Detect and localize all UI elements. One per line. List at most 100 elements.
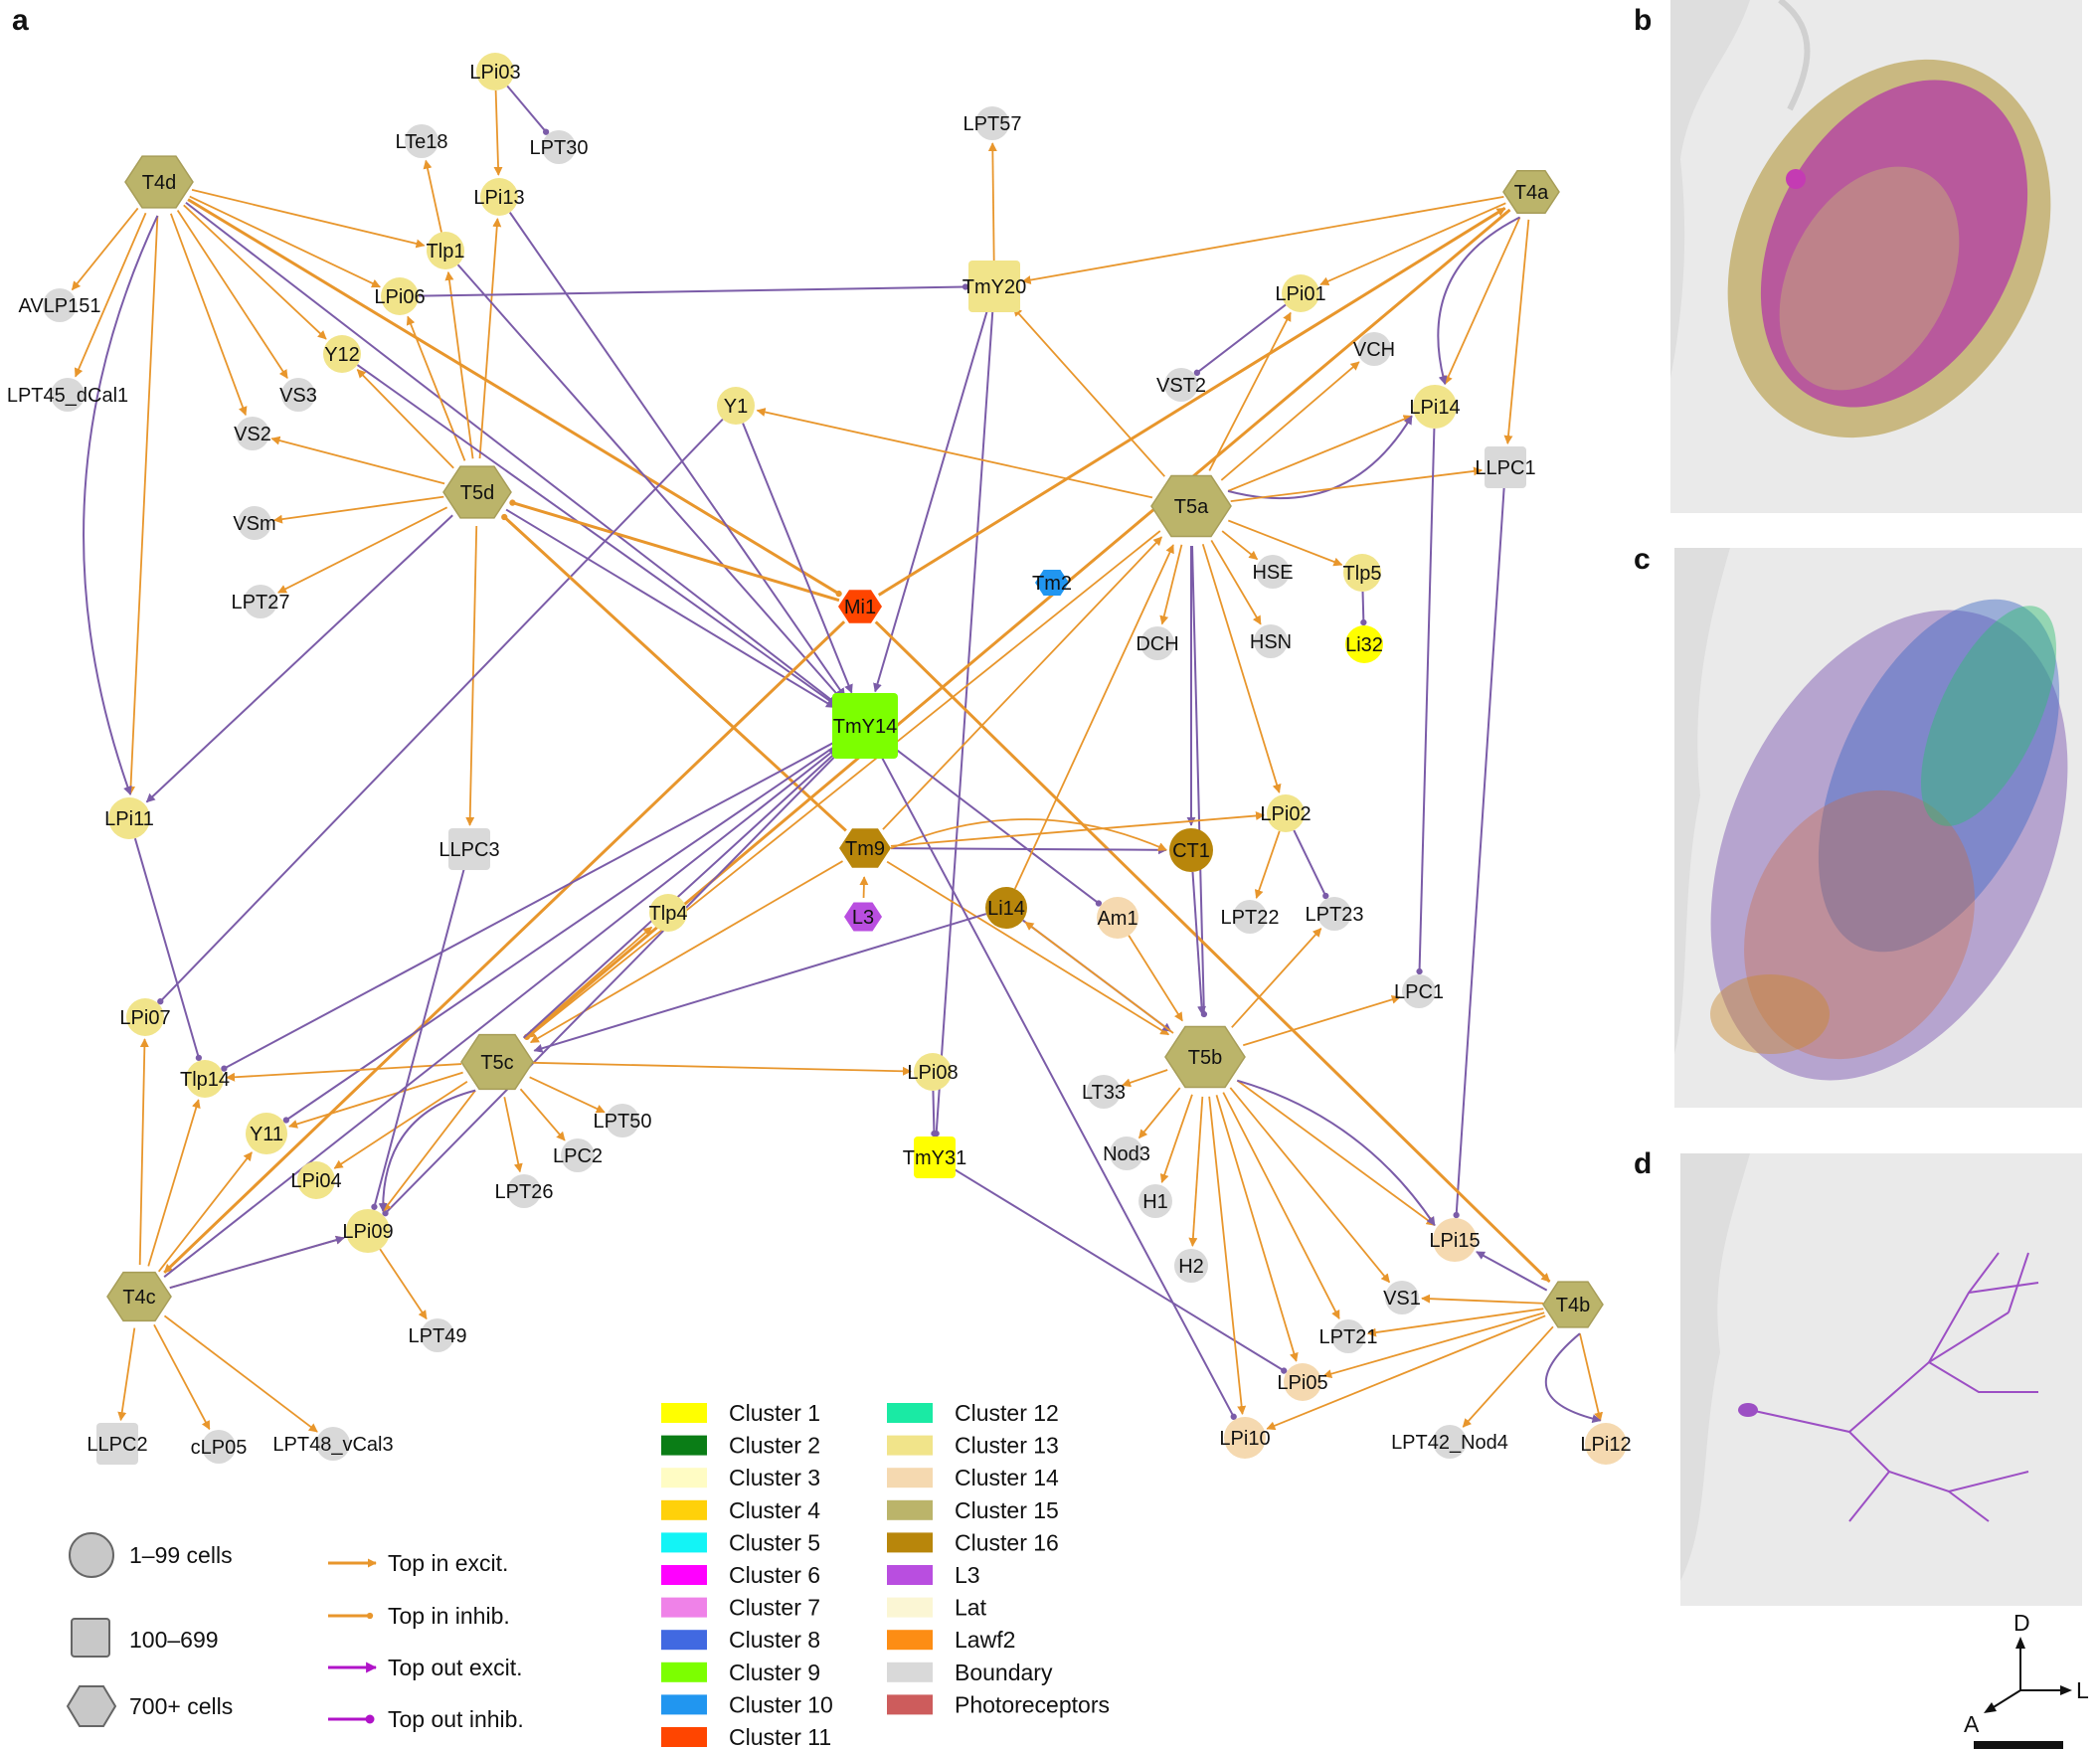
- node-LPi12[interactable]: LPi12: [1580, 1423, 1632, 1465]
- node-TmY31[interactable]: TmY31: [903, 1137, 966, 1178]
- node-LPT30[interactable]: LPT30: [530, 130, 589, 164]
- node-T4b[interactable]: T4b: [1542, 1281, 1604, 1328]
- node-LPT49[interactable]: LPT49: [409, 1318, 467, 1352]
- node-VCH[interactable]: VCH: [1353, 332, 1395, 366]
- node-LPi11[interactable]: LPi11: [104, 797, 154, 839]
- edge-CT1-T5b: [1191, 871, 1207, 1015]
- node-shape-TmY31: [914, 1137, 956, 1178]
- node-LLPC1[interactable]: LLPC1: [1475, 446, 1536, 488]
- node-label-VS3: VS3: [279, 385, 317, 407]
- node-shape-Nod3: [1110, 1137, 1143, 1170]
- node-VS1[interactable]: VS1: [1383, 1281, 1421, 1314]
- cluster-swatch: [661, 1630, 707, 1651]
- edge-T4b-LPi12: [1544, 1332, 1602, 1424]
- node-LPT21[interactable]: LPT21: [1319, 1319, 1378, 1353]
- node-T4a[interactable]: T4a: [1502, 169, 1560, 215]
- node-AVLP151[interactable]: AVLP151: [18, 288, 101, 322]
- node-Mi1[interactable]: Mi1: [838, 590, 882, 623]
- node-T5c[interactable]: T5c: [460, 1033, 534, 1091]
- node-LPi03[interactable]: LPi03: [469, 53, 521, 90]
- node-LPT50[interactable]: LPT50: [594, 1104, 652, 1137]
- legend-circle-shape: [69, 1532, 114, 1578]
- node-LPi14[interactable]: LPi14: [1409, 385, 1461, 429]
- cluster-label: Photoreceptors: [955, 1691, 1110, 1717]
- node-Li14[interactable]: Li14: [985, 887, 1027, 929]
- node-Tm2[interactable]: Tm2: [1032, 570, 1072, 596]
- node-shape-TmY14: [832, 693, 898, 759]
- node-LPT48_vCal3[interactable]: LPT48_vCal3: [272, 1427, 394, 1461]
- node-shape-LPi07: [126, 998, 164, 1036]
- node-LPi04[interactable]: LPi04: [290, 1161, 342, 1199]
- node-LPT45_dCal1[interactable]: LPT45_dCal1: [7, 378, 128, 412]
- node-LLPC3[interactable]: LLPC3: [438, 828, 500, 870]
- node-T4c[interactable]: T4c: [106, 1271, 172, 1322]
- node-Y12[interactable]: Y12: [323, 335, 361, 373]
- node-LPi01[interactable]: LPi01: [1275, 274, 1326, 312]
- node-LPi15[interactable]: LPi15: [1429, 1218, 1481, 1262]
- legend-shape-small: 1–99 cells: [129, 1542, 233, 1568]
- node-Tm9[interactable]: Tm9: [839, 828, 891, 868]
- node-shape-Li14: [985, 887, 1027, 929]
- node-label-LPT22: LPT22: [1221, 907, 1280, 929]
- node-LPi13[interactable]: LPi13: [473, 178, 525, 216]
- node-LPT57[interactable]: LPT57: [963, 106, 1022, 140]
- node-cLP05[interactable]: cLP05: [191, 1430, 248, 1464]
- node-T5d[interactable]: T5d: [442, 465, 512, 519]
- node-Am1[interactable]: Am1: [1097, 897, 1138, 939]
- node-LT33[interactable]: LT33: [1082, 1075, 1126, 1109]
- node-LPT42_Nod4[interactable]: LPT42_Nod4: [1391, 1425, 1508, 1459]
- node-LPi02[interactable]: LPi02: [1260, 794, 1312, 832]
- node-Y11[interactable]: Y11: [246, 1113, 287, 1154]
- node-LPT22[interactable]: LPT22: [1221, 900, 1280, 934]
- node-Tlp5[interactable]: Tlp5: [1343, 554, 1382, 592]
- node-H2[interactable]: H2: [1174, 1249, 1208, 1283]
- node-label-T5d: T5d: [460, 482, 494, 504]
- node-T5a[interactable]: T5a: [1150, 474, 1232, 538]
- node-shape-cLP05: [202, 1430, 236, 1464]
- node-H1[interactable]: H1: [1138, 1184, 1172, 1218]
- node-LPC1[interactable]: LPC1: [1394, 974, 1444, 1008]
- node-Y1[interactable]: Y1: [717, 387, 755, 425]
- node-VST2[interactable]: VST2: [1156, 368, 1206, 402]
- edge-T4b-LPi15: [1476, 1251, 1548, 1292]
- cluster-label: L3: [955, 1562, 980, 1588]
- edge-T4c-TmY14: [163, 747, 838, 1279]
- node-Tlp4[interactable]: Tlp4: [649, 894, 688, 932]
- node-L3[interactable]: L3: [844, 902, 882, 932]
- node-LPC2[interactable]: LPC2: [553, 1138, 603, 1172]
- node-VS2[interactable]: VS2: [234, 417, 271, 450]
- node-DCH[interactable]: DCH: [1136, 626, 1179, 660]
- node-LPT26[interactable]: LPT26: [495, 1174, 554, 1208]
- node-HSE[interactable]: HSE: [1252, 555, 1294, 589]
- node-shape-LPC1: [1402, 974, 1436, 1008]
- node-T4d[interactable]: T4d: [124, 155, 194, 209]
- node-LPi09[interactable]: LPi09: [342, 1209, 394, 1253]
- node-VSm[interactable]: VSm: [233, 506, 276, 540]
- node-LPi06[interactable]: LPi06: [374, 277, 426, 315]
- node-label-TmY20: TmY20: [962, 276, 1026, 298]
- node-Li32[interactable]: Li32: [1345, 625, 1383, 663]
- node-LPi07[interactable]: LPi07: [119, 998, 171, 1036]
- cluster-swatch: [661, 1694, 707, 1715]
- node-LPT23[interactable]: LPT23: [1306, 897, 1364, 931]
- node-Nod3[interactable]: Nod3: [1103, 1137, 1150, 1170]
- edge-T5b-H1: [1159, 1094, 1193, 1183]
- node-LPi05[interactable]: LPi05: [1277, 1363, 1328, 1401]
- node-CT1[interactable]: CT1: [1169, 828, 1213, 872]
- node-Tlp14[interactable]: Tlp14: [180, 1060, 230, 1098]
- node-Tlp1[interactable]: Tlp1: [427, 232, 465, 269]
- node-LPi10[interactable]: LPi10: [1219, 1417, 1271, 1459]
- node-label-LPi12: LPi12: [1580, 1434, 1631, 1456]
- node-LLPC2[interactable]: LLPC2: [87, 1423, 148, 1465]
- node-LPT27[interactable]: LPT27: [232, 585, 290, 618]
- node-shape-TmY20: [968, 261, 1020, 312]
- node-shape-VST2: [1164, 368, 1198, 402]
- node-T5b[interactable]: T5b: [1164, 1025, 1246, 1089]
- node-LTe18[interactable]: LTe18: [395, 124, 448, 158]
- node-TmY14[interactable]: TmY14: [832, 693, 898, 759]
- node-TmY20[interactable]: TmY20: [962, 261, 1026, 312]
- node-LPi08[interactable]: LPi08: [907, 1053, 959, 1091]
- node-VS3[interactable]: VS3: [279, 378, 317, 412]
- edge-Tm9-T5b: [886, 860, 1170, 1036]
- node-HSN[interactable]: HSN: [1250, 624, 1292, 658]
